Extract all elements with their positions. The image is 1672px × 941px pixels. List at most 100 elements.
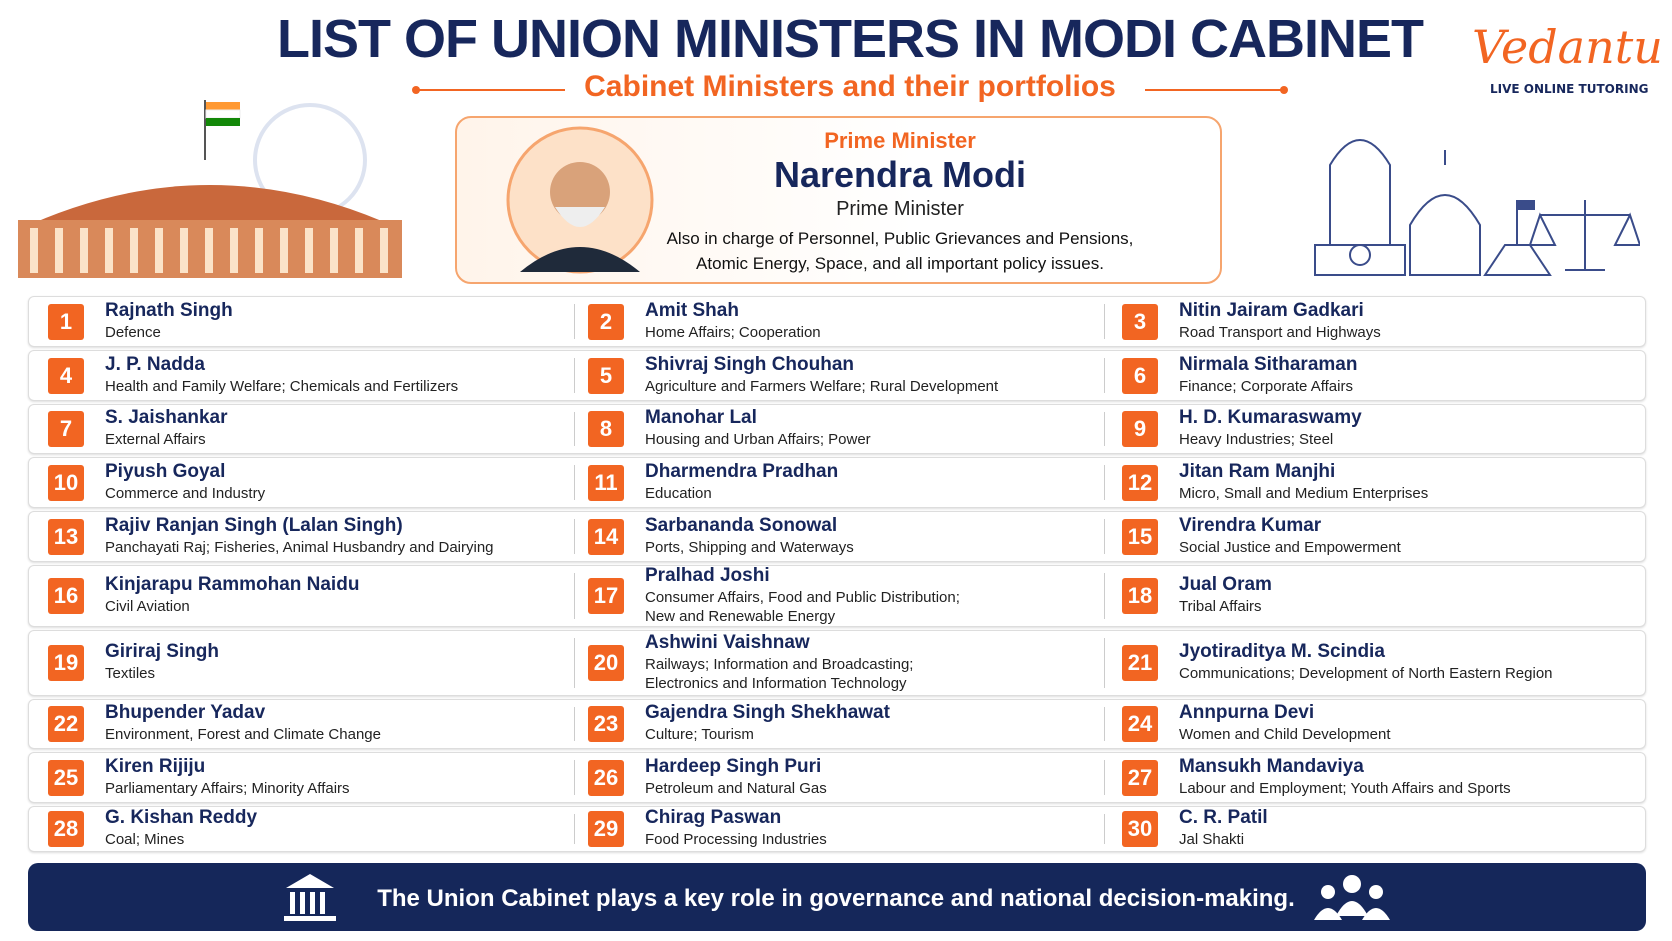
minister-name: Amit Shah: [645, 299, 739, 321]
minister-name: Pralhad Joshi: [645, 565, 770, 586]
column-divider: [574, 465, 575, 500]
portfolio: Textiles: [105, 665, 156, 682]
column-divider: [574, 707, 575, 741]
building-icon: [284, 874, 336, 921]
row-card: [28, 511, 1646, 562]
portfolio: Railways; Information and Broadcasting; …: [645, 656, 914, 692]
minister-name: Hardeep Singh Puri: [645, 755, 822, 777]
portfolio: Food Processing Industries: [645, 831, 827, 848]
column-divider: [574, 638, 575, 688]
portfolio: Social Justice and Empowerment: [1179, 538, 1401, 556]
number-badge: 2: [588, 303, 624, 340]
column-divider: [1104, 358, 1105, 393]
minister-name: Sarbananda Sonowal: [645, 514, 838, 536]
row-card: [28, 350, 1646, 401]
portfolio: Culture; Tourism: [645, 726, 754, 743]
number-badge: 20: [588, 645, 624, 681]
minister-name: Giriraj Singh: [105, 641, 220, 662]
portfolio: Agriculture and Farmers Welfare; Rural D…: [645, 377, 999, 395]
portfolio: Finance; Corporate Affairs: [1179, 377, 1353, 395]
minister-name: Nitin Jairam Gadkari: [1179, 299, 1364, 321]
portfolio: Education: [645, 484, 712, 502]
minister-name: Jitan Ram Manjhi: [1179, 460, 1336, 482]
number-badge: 16: [48, 578, 84, 614]
number-badge: 24: [1122, 706, 1158, 742]
portfolio: Coal; Mines: [105, 831, 185, 848]
number-badge: 21: [1122, 645, 1158, 681]
number-badge: 18: [1122, 578, 1158, 614]
number-badge: 27: [1122, 759, 1158, 796]
number-badge: 29: [588, 811, 624, 847]
row-card: [28, 630, 1646, 696]
footer-text: The Union Cabinet plays a key role in go…: [377, 885, 1295, 912]
minister-name: Gajendra Singh Shekhawat: [645, 702, 890, 723]
minister-name: Piyush Goyal: [105, 460, 226, 482]
number-badge: 5: [588, 357, 624, 394]
subtitle: Cabinet Ministers and their portfolios: [584, 70, 1116, 103]
row-card: [28, 752, 1646, 803]
row-card: [28, 296, 1646, 347]
minister-name: Ashwini Vaishnaw: [645, 632, 810, 653]
column-divider: [574, 519, 575, 554]
portfolio: Civil Aviation: [105, 598, 190, 615]
portfolio: Tribal Affairs: [1179, 598, 1262, 615]
emblem-illustration: [1314, 139, 1640, 276]
portfolio: Ports, Shipping and Waterways: [645, 538, 854, 556]
title: LIST OF UNION MINISTERS IN MODI CABINET: [277, 9, 1424, 69]
portfolio: External Affairs: [105, 431, 206, 448]
subtitle-rule: [412, 86, 1288, 94]
number-badge: 13: [48, 518, 84, 555]
column-divider: [1104, 707, 1105, 741]
number-badge: 26: [588, 759, 624, 796]
portfolio: Panchayati Raj; Fisheries, Animal Husban…: [105, 538, 494, 556]
minister-name: H. D. Kumaraswamy: [1179, 407, 1362, 428]
portfolio: Petroleum and Natural Gas: [645, 779, 827, 797]
column-divider: [574, 760, 575, 795]
column-divider: [574, 358, 575, 393]
column-divider: [1104, 573, 1105, 619]
portfolio: Communications; Development of North Eas…: [1179, 665, 1553, 682]
minister-name: J. P. Nadda: [105, 353, 205, 375]
number-badge: 11: [588, 464, 624, 501]
number-badge: 7: [48, 411, 84, 447]
column-divider: [1104, 519, 1105, 554]
portfolio: Labour and Employment; Youth Affairs and…: [1179, 779, 1511, 797]
minister-name: C. R. Patil: [1179, 807, 1268, 828]
pm-role: Prime Minister: [836, 198, 964, 220]
portfolio: Parliamentary Affairs; Minority Affairs: [105, 779, 350, 797]
minister-name: Shivraj Singh Chouhan: [645, 353, 855, 375]
portfolio: Jal Shakti: [1179, 831, 1245, 848]
column-divider: [574, 814, 575, 844]
portrait: [506, 126, 654, 274]
pm-label: Prime Minister: [824, 128, 976, 153]
number-badge: 19: [48, 645, 84, 681]
number-badge: 4: [48, 357, 84, 394]
minister-name: S. Jaishankar: [105, 407, 228, 428]
portfolio: Consumer Affairs, Food and Public Distri…: [645, 589, 960, 625]
minister-name: Kinjarapu Rammohan Naidu: [105, 574, 360, 595]
number-badge: 3: [1122, 303, 1158, 340]
minister-name: Virendra Kumar: [1179, 514, 1322, 536]
pm-name: Narendra Modi: [773, 154, 1027, 195]
number-badge: 30: [1122, 811, 1158, 847]
people-icon: [1314, 875, 1390, 920]
minister-name: Dharmendra Pradhan: [645, 460, 839, 482]
number-badge: 9: [1122, 411, 1158, 447]
number-badge: 25: [48, 759, 84, 796]
column-divider: [1104, 814, 1105, 844]
number-badge: 12: [1122, 464, 1158, 501]
number-badge: 17: [588, 578, 624, 614]
number-badge: 22: [48, 706, 84, 742]
row-card: [28, 457, 1646, 508]
number-badge: 1: [48, 303, 84, 340]
minister-name: Mansukh Mandaviya: [1179, 755, 1364, 777]
portfolio: Micro, Small and Medium Enterprises: [1179, 484, 1429, 502]
minister-name: Manohar Lal: [645, 407, 757, 428]
portfolio: Environment, Forest and Climate Change: [105, 726, 381, 743]
portfolio: Housing and Urban Affairs; Power: [645, 431, 871, 448]
column-divider: [1104, 760, 1105, 795]
minister-name: Jyotiraditya M. Scindia: [1179, 641, 1385, 662]
minister-name: Rajiv Ranjan Singh (Lalan Singh): [105, 514, 403, 536]
minister-name: G. Kishan Reddy: [105, 807, 258, 828]
number-badge: 10: [48, 464, 84, 501]
